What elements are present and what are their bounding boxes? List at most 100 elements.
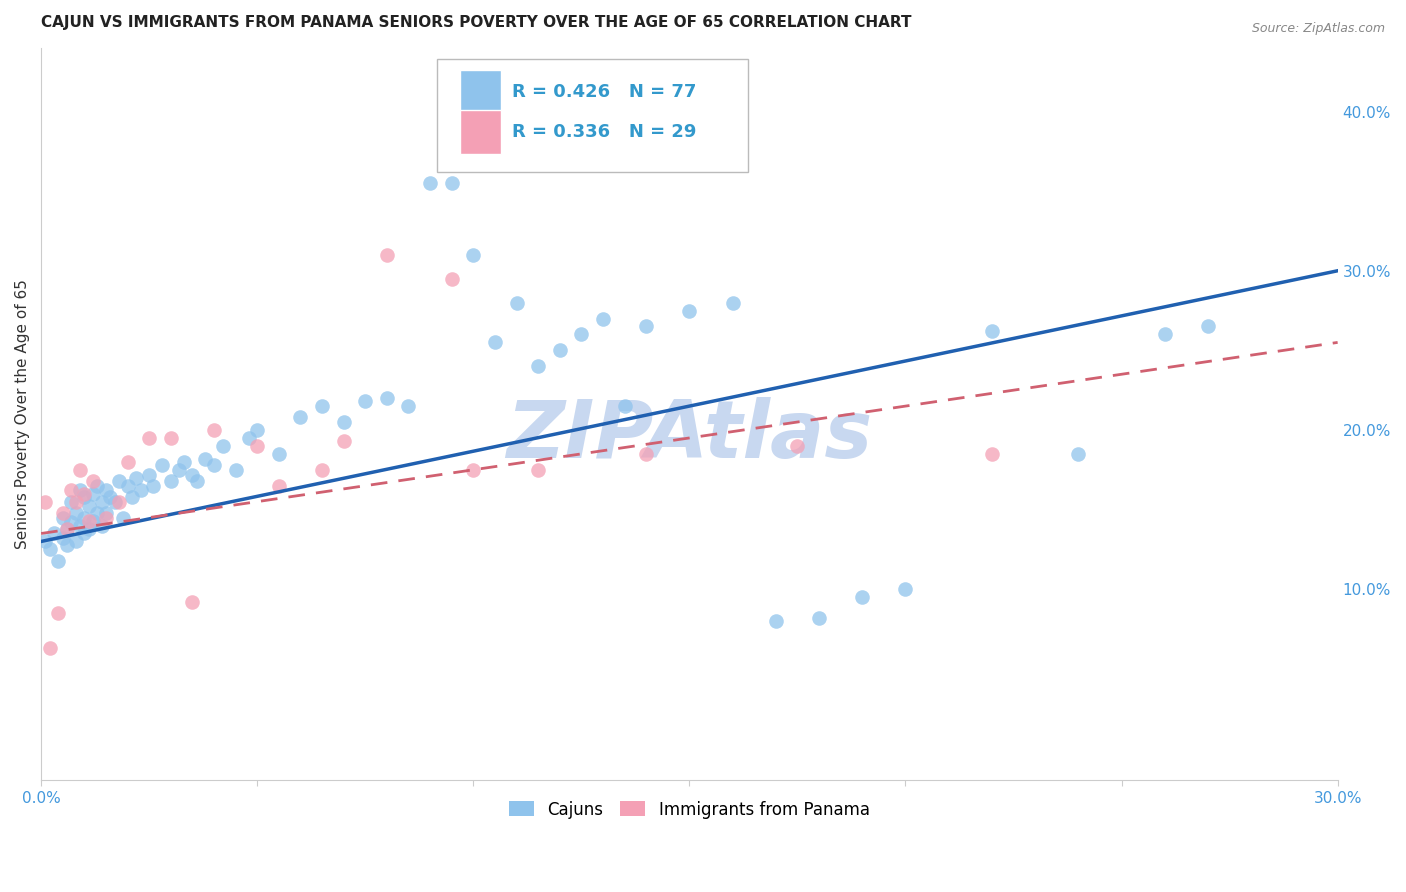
Point <box>246 439 269 453</box>
Point <box>527 463 550 477</box>
Point <box>311 399 333 413</box>
Point <box>73 486 96 500</box>
Point <box>398 399 420 413</box>
FancyBboxPatch shape <box>460 111 502 153</box>
Point <box>463 463 485 477</box>
Point <box>77 514 100 528</box>
Point <box>765 614 787 628</box>
Point <box>678 303 700 318</box>
Point <box>82 514 104 528</box>
Point <box>636 319 658 334</box>
Point <box>484 335 506 350</box>
Point <box>117 479 139 493</box>
Point <box>69 518 91 533</box>
Point <box>138 431 160 445</box>
Point <box>211 439 233 453</box>
Point <box>117 455 139 469</box>
Point <box>238 431 260 445</box>
Point <box>636 447 658 461</box>
Point <box>1153 327 1175 342</box>
Point <box>150 458 173 472</box>
Point <box>332 434 354 449</box>
Point <box>56 522 79 536</box>
Point <box>592 311 614 326</box>
Point <box>77 522 100 536</box>
Point <box>86 479 108 493</box>
Text: CAJUN VS IMMIGRANTS FROM PANAMA SENIORS POVERTY OVER THE AGE OF 65 CORRELATION C: CAJUN VS IMMIGRANTS FROM PANAMA SENIORS … <box>41 15 911 30</box>
Point <box>94 506 117 520</box>
Y-axis label: Seniors Poverty Over the Age of 65: Seniors Poverty Over the Age of 65 <box>15 279 30 549</box>
Point <box>77 500 100 514</box>
Point <box>48 553 70 567</box>
Point <box>34 534 56 549</box>
Point <box>354 394 377 409</box>
Point <box>98 490 121 504</box>
Point <box>86 506 108 520</box>
Point <box>142 479 165 493</box>
Point <box>56 538 79 552</box>
Point <box>42 526 65 541</box>
Point <box>440 176 463 190</box>
Point <box>375 391 398 405</box>
Point <box>82 474 104 488</box>
Point <box>69 483 91 498</box>
Point <box>138 467 160 482</box>
Legend: Cajuns, Immigrants from Panama: Cajuns, Immigrants from Panama <box>501 792 877 827</box>
Point <box>125 471 148 485</box>
Point <box>52 531 75 545</box>
Point <box>108 474 131 488</box>
Point <box>246 423 269 437</box>
Point <box>267 447 290 461</box>
Point <box>613 399 636 413</box>
Point <box>548 343 571 358</box>
Point <box>90 518 112 533</box>
Point <box>108 494 131 508</box>
Point <box>159 474 181 488</box>
Point <box>159 431 181 445</box>
Point <box>82 486 104 500</box>
Point <box>173 455 195 469</box>
Text: Source: ZipAtlas.com: Source: ZipAtlas.com <box>1251 22 1385 36</box>
Point <box>60 494 83 508</box>
Point <box>94 510 117 524</box>
Point <box>129 483 152 498</box>
Point <box>181 467 204 482</box>
Point <box>569 327 592 342</box>
Point <box>194 451 217 466</box>
Text: R = 0.426   N = 77: R = 0.426 N = 77 <box>512 83 696 101</box>
Point <box>980 447 1002 461</box>
Point <box>34 494 56 508</box>
Point <box>112 510 135 524</box>
Point <box>94 483 117 498</box>
Point <box>103 494 125 508</box>
Point <box>311 463 333 477</box>
Point <box>721 295 744 310</box>
Point <box>169 463 191 477</box>
Point <box>121 490 143 504</box>
Point <box>90 494 112 508</box>
Point <box>56 522 79 536</box>
Point <box>1197 319 1219 334</box>
Text: ZIPAtlas: ZIPAtlas <box>506 397 873 475</box>
Point <box>463 248 485 262</box>
Point <box>48 606 70 620</box>
Point <box>290 410 312 425</box>
Point <box>73 526 96 541</box>
Point <box>52 510 75 524</box>
Point <box>65 506 87 520</box>
Point <box>419 176 441 190</box>
Point <box>202 423 225 437</box>
Point <box>786 439 808 453</box>
Point <box>186 474 208 488</box>
Point <box>225 463 247 477</box>
Point <box>60 516 83 530</box>
Point <box>73 490 96 504</box>
Point <box>267 479 290 493</box>
Point <box>202 458 225 472</box>
Point <box>60 483 83 498</box>
Point <box>65 494 87 508</box>
Point <box>440 271 463 285</box>
Point <box>808 611 831 625</box>
Point <box>332 415 354 429</box>
Point <box>851 590 873 604</box>
